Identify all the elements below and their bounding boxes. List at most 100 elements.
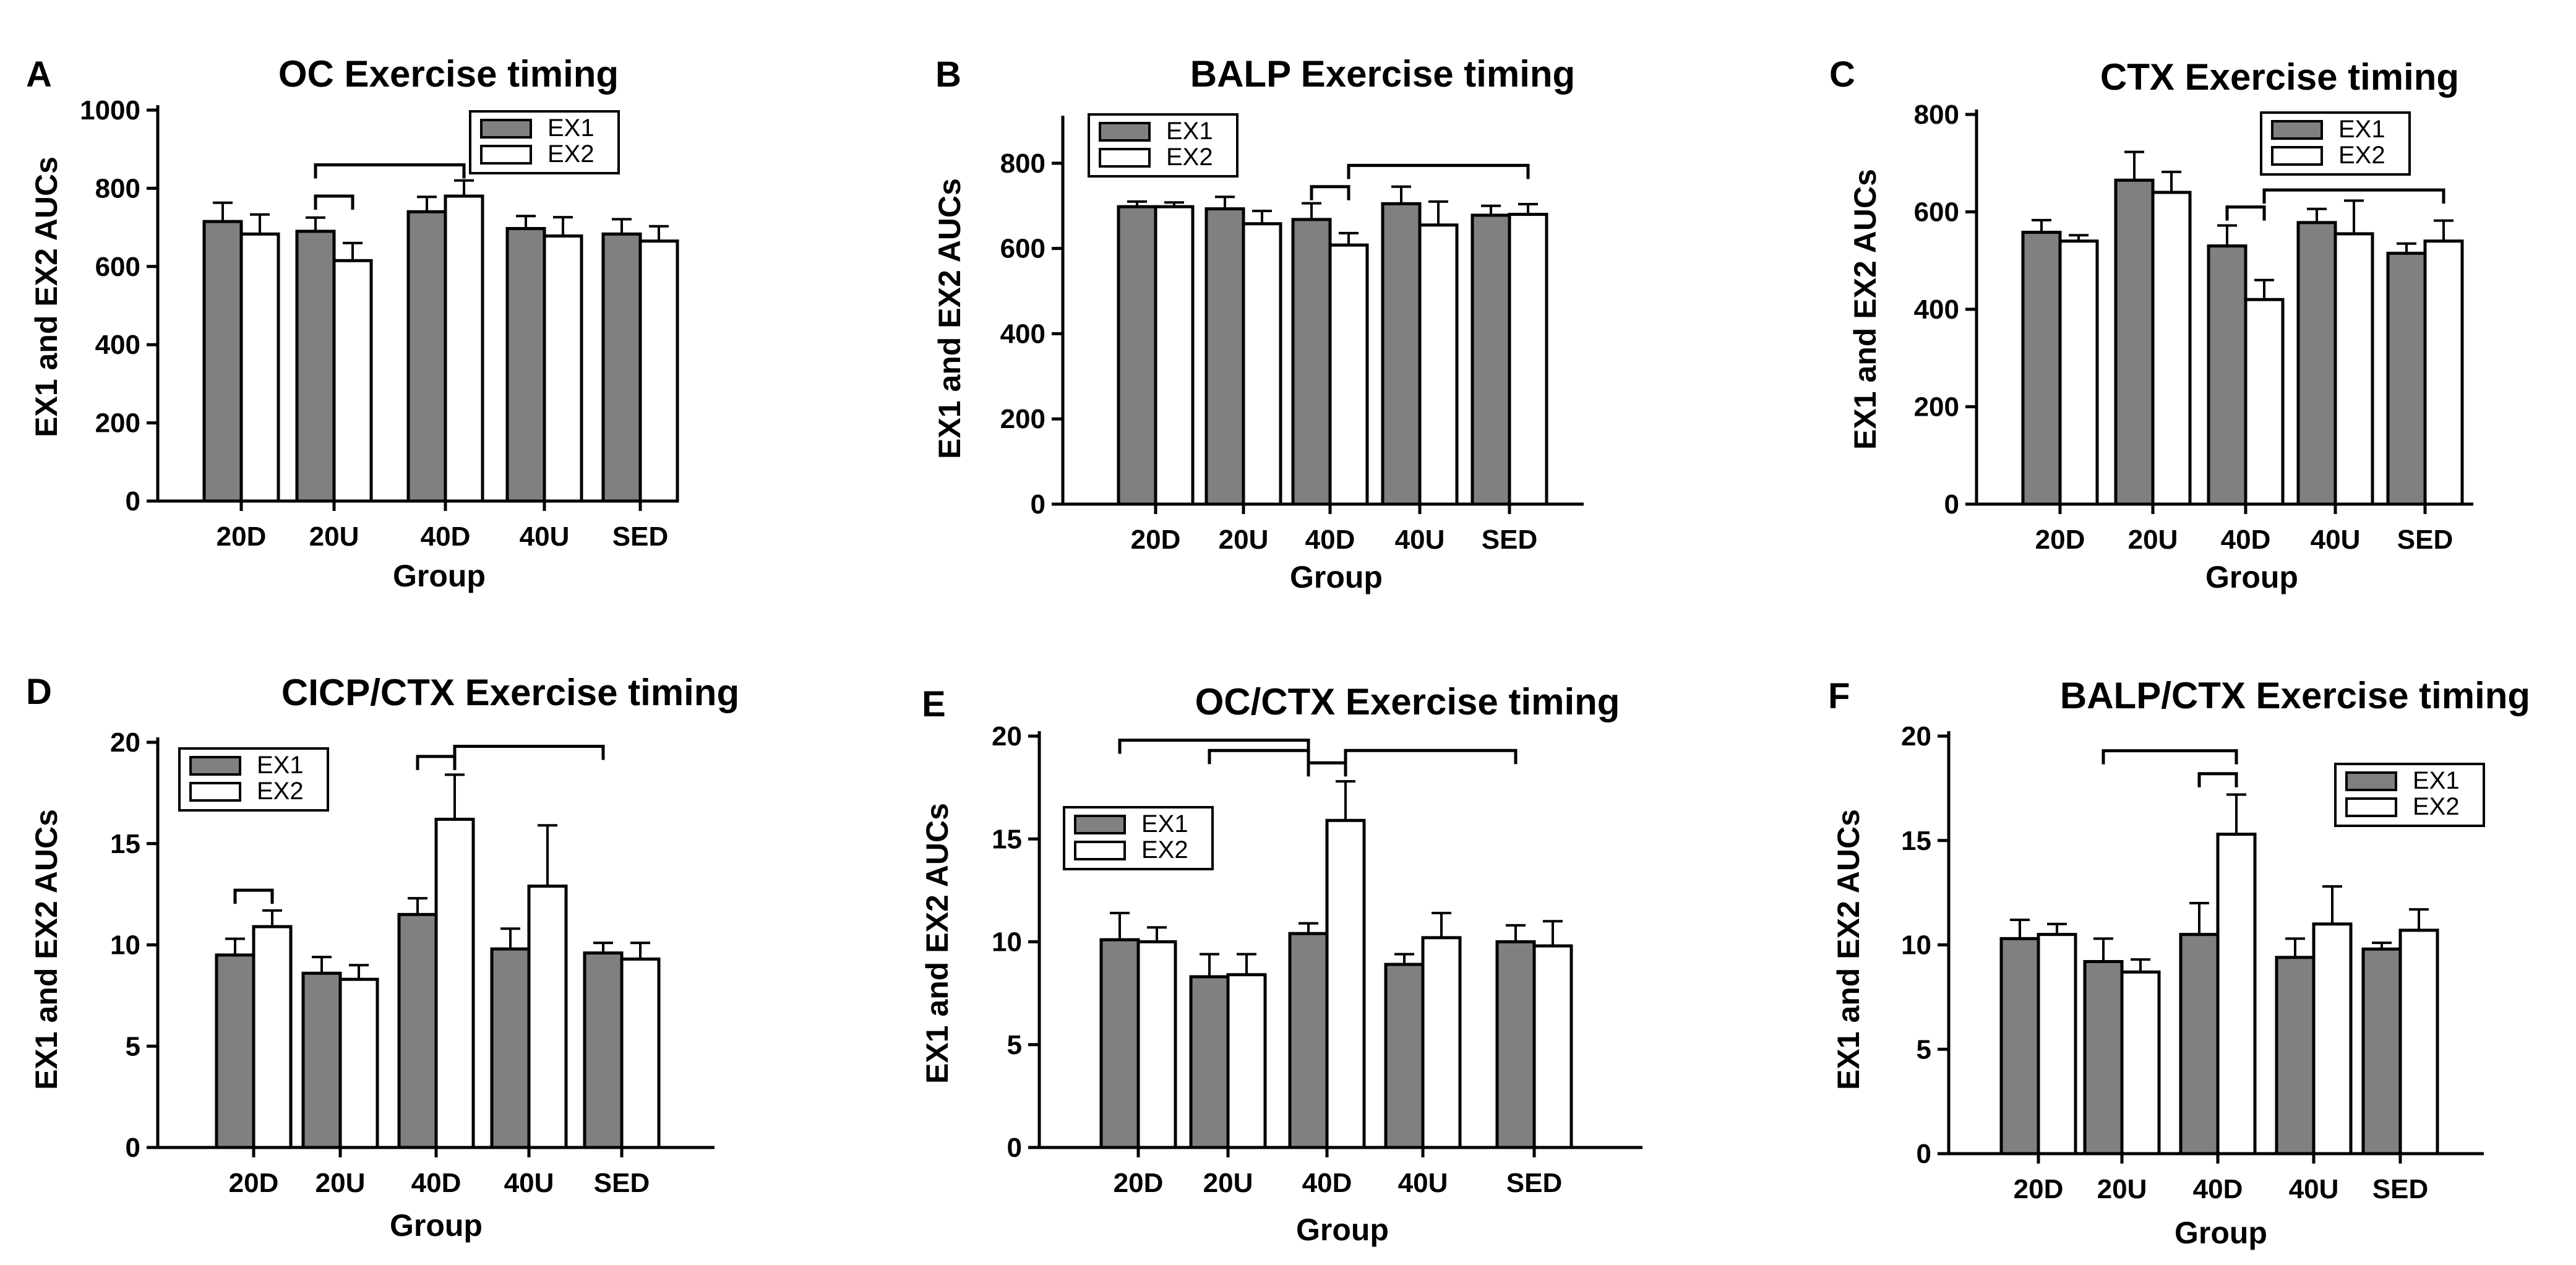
bar-ex1-40u	[1381, 202, 1422, 506]
x-tick-label: SED	[2372, 1174, 2428, 1204]
bar-ex1-40u	[2296, 221, 2337, 506]
legend-label-ex2: EX2	[2413, 793, 2460, 820]
y-axis-label: EX1 and EX2 AUCs	[932, 178, 967, 459]
bar-ex1-20u	[2114, 178, 2155, 506]
x-tick-label: 40D	[411, 1168, 462, 1198]
legend-swatch-ex2	[480, 145, 532, 165]
bar-ex1-40u	[2275, 956, 2316, 1156]
chart-panel-a: A OC Exercise timing EX1 and EX2 AUCs Group…	[26, 53, 679, 593]
y-tick-label: 1000	[80, 95, 140, 126]
x-tick-label: 20U	[2128, 525, 2178, 555]
bar-ex2-20u	[2120, 970, 2161, 1156]
x-axis-label: Group	[390, 1208, 483, 1243]
legend-swatch-ex1	[1099, 122, 1151, 142]
x-tick-label: 20U	[1203, 1168, 1253, 1198]
panel-letter: A	[26, 54, 52, 95]
y-tick-label: 0	[1917, 1139, 1931, 1169]
bar-ex1-20d	[1999, 937, 2040, 1156]
x-tick-label: 40D	[1302, 1168, 1352, 1198]
x-tick-label: 20D	[1131, 525, 1181, 555]
x-tick-label: 40U	[2289, 1174, 2339, 1204]
panel-letter: F	[1828, 676, 1850, 716]
bar-ex1-40u	[1384, 963, 1425, 1149]
x-tick-label: 40D	[421, 521, 471, 552]
significance-bracket	[1307, 761, 1347, 777]
y-tick-label: 0	[1007, 1133, 1022, 1163]
bar-ex1-20u	[1189, 975, 1230, 1149]
bar-ex2-40d	[444, 194, 484, 503]
legend-swatch-ex1	[2271, 120, 2323, 140]
legend-swatch-ex2	[1099, 148, 1151, 168]
chart-title: BALP Exercise timing	[1190, 53, 1575, 95]
legend-swatch-ex2	[2345, 797, 2397, 817]
legend-swatch-ex2	[2271, 146, 2323, 166]
y-tick-label: 10	[110, 930, 140, 961]
bar-ex2-40d	[434, 817, 475, 1149]
bar-ex1-20d	[1117, 205, 1157, 506]
bar-ex2-20d	[1154, 205, 1195, 506]
y-tick-label: 15	[1901, 826, 1931, 856]
legend-label-ex1: EX1	[1166, 118, 1213, 145]
significance-bracket	[1347, 163, 1530, 179]
chart-panel-c: C CTX Exercise timing EX1 and EX2 AUCs Grou…	[1829, 54, 2473, 594]
bar-ex2-40u	[543, 234, 583, 503]
x-tick-label: 20U	[1219, 525, 1269, 555]
y-tick-label: 400	[1914, 294, 1959, 325]
x-tick-label: SED	[2397, 525, 2453, 555]
x-axis-label: Group	[2175, 1216, 2267, 1250]
bar-ex2-40u	[2312, 922, 2353, 1156]
bar-ex2-20d	[2058, 239, 2099, 506]
bar-ex1-sed	[583, 951, 624, 1149]
x-tick-label: 40D	[1305, 525, 1355, 555]
x-tick-label: 20D	[229, 1168, 279, 1198]
y-axis-label: EX1 and EX2 AUCs	[1831, 809, 1866, 1090]
legend-label-ex1: EX1	[257, 752, 304, 779]
y-tick-label: 5	[126, 1031, 140, 1061]
bar-ex2-sed	[2398, 928, 2439, 1156]
bar-ex2-40u	[1418, 223, 1459, 506]
y-tick-label: 5	[1007, 1030, 1022, 1060]
bar-ex2-20d	[2037, 933, 2077, 1156]
x-tick-label: 20D	[1114, 1168, 1164, 1198]
legend-swatch-ex2	[189, 782, 241, 802]
y-tick-label: 200	[1000, 404, 1045, 434]
y-tick-label: 400	[1000, 319, 1045, 349]
y-tick-label: 600	[1914, 197, 1959, 228]
x-tick-label: 20D	[2014, 1174, 2064, 1204]
x-tick-label: SED	[1482, 525, 1537, 555]
legend-label-ex2: EX2	[2338, 142, 2385, 169]
bar-ex1-sed	[2361, 947, 2402, 1156]
chart-title: OC Exercise timing	[278, 53, 619, 95]
y-tick-label: 0	[126, 486, 140, 517]
bar-ex1-40d	[2207, 244, 2248, 506]
x-tick-label: 40U	[2311, 525, 2361, 555]
y-axis-label: EX1 and EX2 AUCs	[29, 809, 64, 1090]
significance-bracket	[2197, 772, 2238, 787]
y-tick-label: 10	[1901, 930, 1931, 961]
x-tick-label: SED	[612, 521, 668, 552]
x-tick-label: 40U	[1398, 1168, 1448, 1198]
y-tick-label: 800	[1914, 100, 1959, 130]
x-tick-label: 20U	[316, 1168, 366, 1198]
y-axis-label: EX1 and EX2 AUCs	[1848, 169, 1883, 450]
y-tick-label: 0	[126, 1133, 140, 1163]
bar-ex2-sed	[1532, 944, 1573, 1149]
x-tick-label: 40U	[1395, 525, 1445, 555]
bar-ex2-20d	[239, 232, 280, 503]
bar-ex1-sed	[601, 232, 642, 503]
x-axis-label: Group	[393, 559, 486, 593]
y-tick-label: 10	[992, 927, 1022, 958]
bar-ex1-20u	[2083, 960, 2124, 1156]
chart-title: CICP/CTX Exercise timing	[281, 672, 739, 713]
chart-panel-f: F BALP/CTX Exercise timing EX1 and EX2 AUC…	[1828, 675, 2530, 1250]
x-tick-label: 40U	[504, 1168, 554, 1198]
bar-ex1-20u	[295, 229, 336, 503]
significance-bracket	[416, 755, 457, 770]
chart-title: CTX Exercise timing	[2100, 56, 2459, 98]
bar-ex2-40d	[1325, 818, 1366, 1149]
significance-bracket	[2225, 205, 2266, 221]
